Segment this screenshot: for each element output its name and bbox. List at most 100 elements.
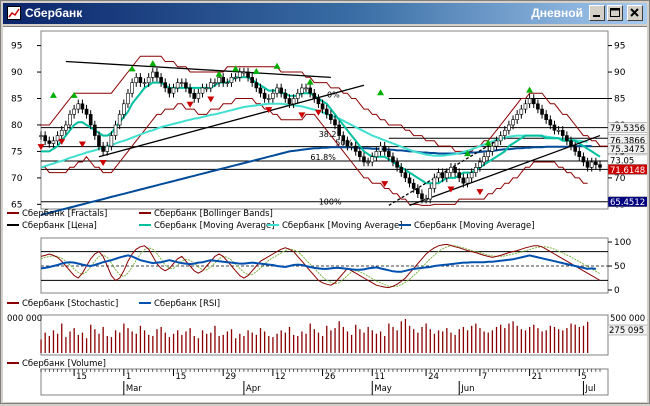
volume-bar — [417, 332, 419, 353]
price-candle — [72, 108, 76, 115]
price-candle — [589, 161, 594, 168]
volume-bar — [61, 323, 63, 353]
price-candle — [97, 135, 101, 147]
volume-bar — [77, 334, 79, 353]
volume-bar — [562, 330, 564, 353]
volume-bar — [350, 334, 353, 353]
price-candle — [333, 119, 337, 126]
chart-canvas[interactable]: 65657070757580808585909095950%38.250%61.… — [3, 27, 650, 402]
volume-bar — [218, 336, 220, 353]
volume-bar — [272, 337, 274, 353]
volume-bar — [276, 333, 278, 353]
chart-area[interactable]: 65657070757580808585909095950%38.250%61.… — [3, 26, 650, 402]
stochastic-signal-line — [40, 245, 601, 288]
price-candle — [275, 87, 279, 94]
x-axis-month-label: Mar — [126, 384, 143, 394]
price-candle — [196, 92, 201, 99]
price-value-label: 73.05 — [610, 156, 634, 166]
price-ytick-label-left: 65 — [11, 200, 22, 210]
price-candle — [391, 156, 395, 163]
volume-bar — [545, 330, 547, 353]
fibonacci-label: 38.2 — [319, 130, 337, 139]
price-candle — [403, 172, 408, 179]
fractal-up-marker — [149, 60, 157, 67]
price-ytick-label-left: 70 — [11, 174, 23, 184]
legend-item-label: Сбербанк [Volume] — [22, 359, 106, 369]
volume-bar — [566, 328, 568, 353]
maximize-button[interactable] — [607, 5, 623, 21]
volume-bar — [181, 334, 183, 353]
legend-item-label: Сбербанк [Цена] — [22, 221, 97, 231]
price-ytick-label-left: 75 — [11, 147, 22, 157]
volume-bar — [106, 336, 108, 353]
fibonacci-label: 50% — [335, 139, 353, 148]
fractal-up-marker — [252, 68, 260, 75]
price-candle — [204, 87, 209, 90]
close-button[interactable] — [627, 5, 643, 21]
volume-bar — [570, 323, 572, 353]
price-candle — [312, 92, 317, 99]
volume-bar — [143, 330, 146, 353]
volume-bar — [305, 333, 307, 353]
volume-bar — [557, 329, 560, 353]
volume-bar — [139, 325, 142, 353]
x-axis-month-label: Jul — [584, 384, 595, 394]
volume-bar — [388, 323, 390, 353]
fractal-down-marker — [265, 107, 273, 114]
price-candle — [378, 145, 383, 152]
price-candle — [221, 77, 225, 83]
price-candle — [507, 124, 511, 131]
price-candle — [473, 167, 478, 173]
volume-bar — [446, 328, 448, 353]
price-candle — [47, 140, 52, 144]
price-candle — [242, 71, 246, 74]
price-candle — [573, 145, 577, 152]
price-candle — [76, 103, 81, 110]
volume-bar — [437, 330, 440, 353]
volume-bar — [243, 336, 245, 353]
x-axis-day-label: 5 — [581, 372, 586, 382]
volume-bar — [230, 329, 233, 353]
fractal-down-marker — [298, 112, 306, 119]
price-candle — [594, 161, 598, 165]
volume-value-label: 275 095 93 — [609, 326, 647, 336]
x-axis-day-label: 11 — [374, 372, 385, 382]
price-candle — [167, 87, 172, 94]
price-candle — [469, 172, 474, 179]
legend-item-label: Сбербанк [Bollinger Bands] — [154, 209, 273, 219]
title-bar[interactable]: Сбербанк Дневной — [3, 3, 647, 24]
volume-bar — [301, 331, 303, 353]
volume-bar — [553, 326, 556, 353]
volume-bar — [94, 329, 96, 353]
volume-bar — [586, 321, 589, 353]
price-candle — [416, 188, 420, 195]
volume-bar — [533, 324, 535, 353]
volume-bar — [69, 331, 71, 353]
volume-bar — [355, 324, 357, 353]
price-candle — [142, 82, 147, 84]
price-candle — [366, 161, 370, 164]
price-candle — [229, 77, 234, 83]
price-candle — [55, 135, 60, 142]
price-candle — [353, 145, 358, 152]
price-candle — [556, 129, 561, 132]
price-candle — [457, 172, 462, 179]
price-candle — [329, 114, 333, 120]
volume-bar — [98, 333, 100, 353]
price-candle — [453, 167, 457, 173]
price-candle — [138, 77, 143, 83]
volume-bar — [197, 338, 200, 353]
price-candle — [126, 92, 130, 105]
price-candle — [387, 151, 391, 158]
price-candle — [569, 140, 573, 147]
period-label[interactable]: Дневной — [531, 6, 583, 20]
price-candle — [217, 77, 221, 83]
volume-bar — [239, 333, 241, 353]
volume-bar — [500, 324, 502, 353]
price-candle — [134, 77, 139, 83]
minimize-button[interactable] — [589, 5, 605, 21]
volume-bar — [537, 328, 539, 353]
volume-ytick-label: 500 000 000 — [610, 314, 647, 324]
volume-panel-frame — [40, 314, 609, 356]
price-candle — [192, 92, 197, 99]
